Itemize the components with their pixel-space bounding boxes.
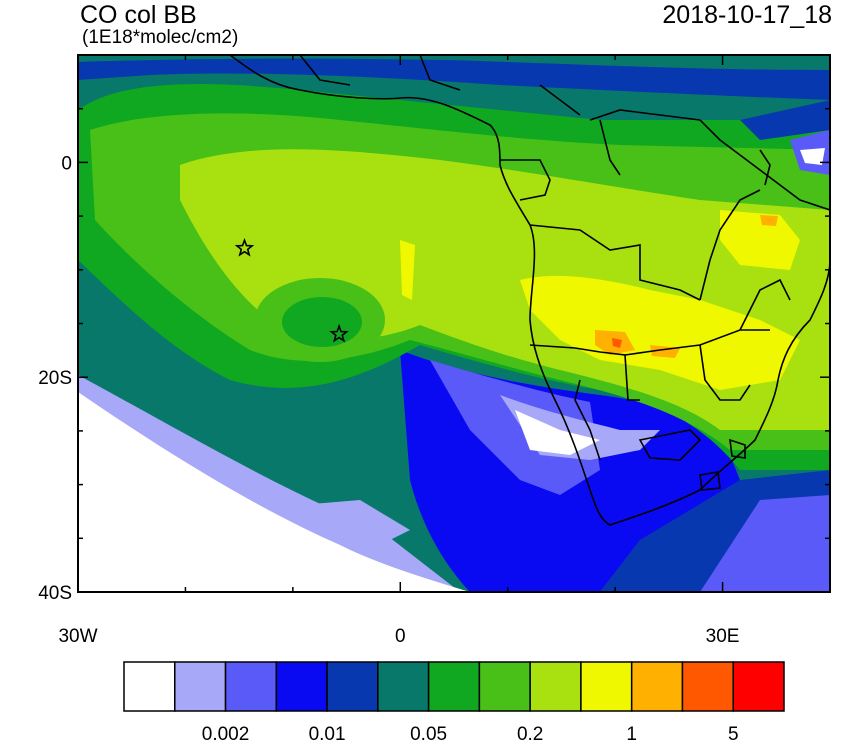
- colorbar-swatch: [427, 661, 481, 712]
- lat-label: 40S: [38, 583, 72, 604]
- lon-label: 30E: [706, 626, 740, 647]
- map-units: (1E18*molec/cm2): [82, 27, 239, 48]
- colorbar-swatch: [174, 661, 227, 712]
- station-markers: [234, 238, 349, 343]
- longitude-labels: 30W 0 30E: [58, 626, 739, 647]
- colorbar: 0.002 0.01 0.05 0.2 1 5: [123, 661, 785, 745]
- lat-label: 0: [61, 153, 72, 174]
- colorbar-label: 0.2: [517, 724, 543, 745]
- colorbar-label: 5: [728, 724, 739, 745]
- colorbar-swatch: [275, 661, 328, 712]
- colorbar-swatch: [630, 661, 684, 712]
- colorbar-swatch: [732, 661, 785, 712]
- colorbar-swatch: [377, 661, 430, 712]
- colorbar-label: 0.05: [410, 724, 447, 745]
- colorbar-swatch: [224, 661, 278, 712]
- co-field: [78, 55, 830, 592]
- coastlines: [229, 55, 830, 526]
- star-marker-icon: [329, 323, 349, 343]
- lon-label: 0: [395, 626, 406, 647]
- colorbar-swatch: [681, 661, 734, 712]
- colorbar-swatch: [123, 661, 176, 712]
- colorbar-label: 1: [626, 724, 637, 745]
- colorbar-label: 0.002: [202, 724, 250, 745]
- colorbar-label: 0.01: [309, 724, 346, 745]
- latitude-labels: 0 20S 40S: [38, 153, 72, 604]
- map-title: CO col BB: [80, 1, 197, 29]
- axis-ticks: [77, 54, 831, 593]
- colorbar-swatch: [580, 661, 633, 712]
- lon-label: 30W: [58, 626, 97, 647]
- map-timestamp: 2018-10-17_18: [662, 1, 832, 29]
- colorbar-swatch: [478, 661, 531, 712]
- colorbar-swatch: [529, 661, 582, 712]
- colorbar-swatch: [326, 661, 379, 712]
- star-marker-icon: [234, 238, 255, 257]
- lat-label: 20S: [38, 368, 72, 389]
